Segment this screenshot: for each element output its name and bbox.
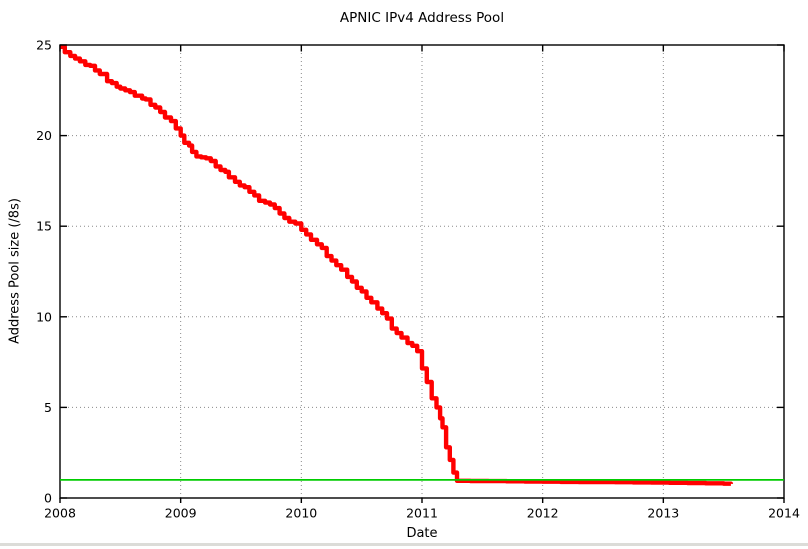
- bottom-strip: [0, 543, 808, 546]
- x-tick-label: 2010: [285, 506, 317, 521]
- y-tick-label: 10: [36, 309, 52, 324]
- x-tick-label: 2012: [527, 506, 559, 521]
- x-axis-label: Date: [406, 526, 438, 541]
- x-tick-label: 2008: [44, 506, 76, 521]
- y-tick-label: 20: [36, 128, 52, 143]
- y-tick-label: 5: [44, 400, 52, 415]
- x-tick-label: 2009: [165, 506, 197, 521]
- series-apnic-pool-line: [60, 44, 734, 486]
- y-tick-label: 15: [36, 219, 52, 234]
- x-tick-label: 2011: [406, 506, 438, 521]
- chart-title: APNIC IPv4 Address Pool: [339, 10, 505, 26]
- y-tick-label: 25: [36, 38, 52, 53]
- plot-frame: [59, 44, 785, 499]
- x-tick-label: 2013: [647, 506, 679, 521]
- y-tick-label: 0: [44, 491, 52, 506]
- x-tick-label: 2014: [768, 506, 800, 521]
